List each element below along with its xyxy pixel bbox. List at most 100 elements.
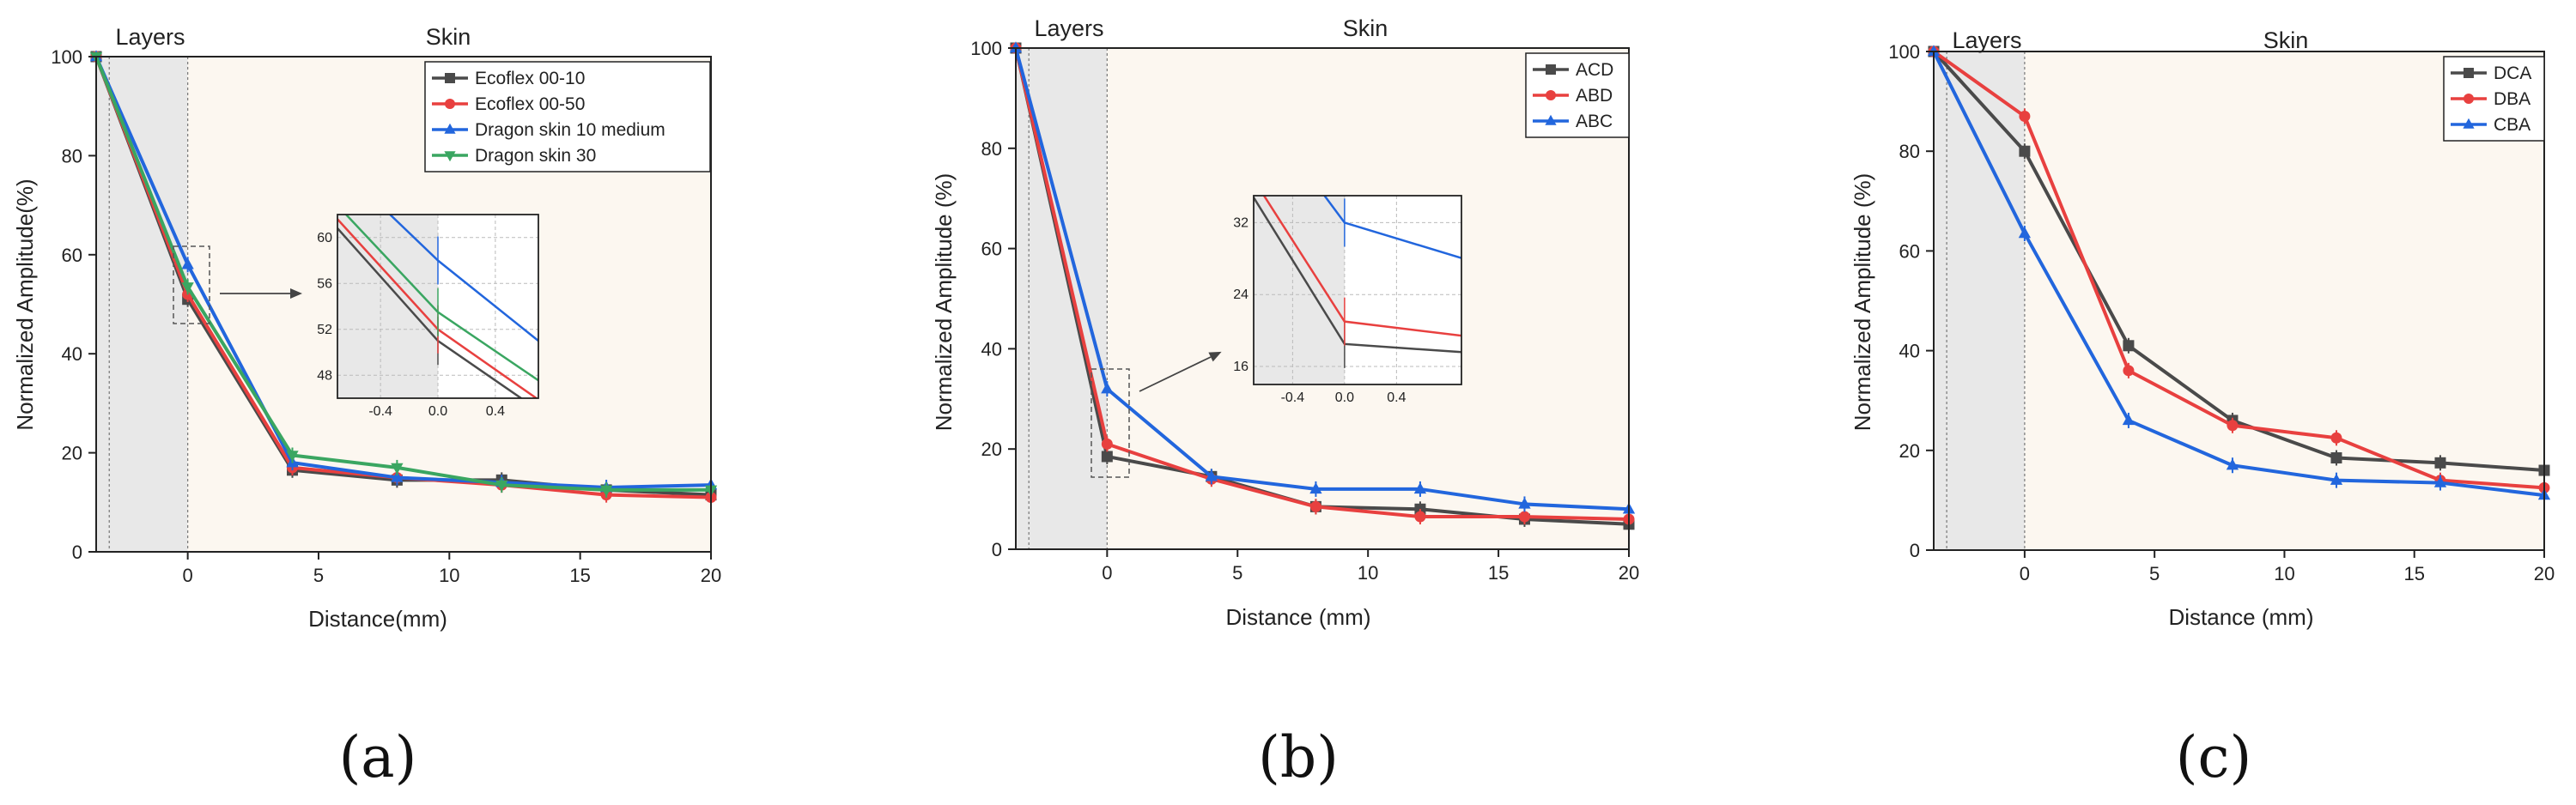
y-tick-label: 80: [981, 138, 1002, 160]
inset-y-tick-label: 52: [317, 323, 332, 337]
x-tick-label: 10: [1358, 562, 1378, 584]
legend-swatch-marker: [445, 99, 455, 109]
y-tick-label: 0: [72, 542, 82, 563]
y-tick-label: 40: [62, 343, 82, 365]
zoom-arrow-head: [290, 288, 302, 299]
chart-panel-b: Layers Skin 0 5 10 15 20 0 20 40 60 80 100 Distance (…: [931, 15, 1639, 790]
inset-x-tick-label: 0.4: [486, 404, 505, 419]
x-tick-label: 0: [183, 565, 193, 586]
layers-region: [1016, 48, 1108, 549]
x-tick-label: 0: [1102, 562, 1112, 584]
chart-panel-c: Layers Skin 0 5 10 15 20 0 20 40 60 80 100 Distance (…: [1850, 27, 2555, 790]
y-tick-label: 100: [970, 38, 1002, 59]
inset-layers-region: [1254, 196, 1345, 384]
layers-region: [1934, 51, 2025, 550]
inset-x-tick-label: -0.4: [1281, 390, 1305, 405]
x-tick-label: 20: [2534, 563, 2555, 584]
legend-label: Ecoflex 00-50: [475, 94, 585, 114]
legend-swatch-marker: [1546, 90, 1556, 100]
x-tick-label: 15: [569, 565, 590, 586]
legend-swatch-marker: [444, 151, 456, 162]
inset-x-tick-label: 0.4: [1387, 390, 1406, 405]
legend: ACD ABD ABC: [1525, 52, 1630, 138]
region-label-layers: Layers: [115, 24, 185, 50]
y-tick-label: 80: [62, 145, 82, 166]
inset-zoom: -0.4 0.0 0.4 16 24 32: [1091, 195, 1462, 478]
region-label-skin: Skin: [2263, 27, 2309, 53]
layers-region: [96, 57, 188, 552]
legend-label: ABC: [1576, 112, 1613, 131]
plot-frame: [1015, 47, 1630, 550]
inset-series-group: [1254, 196, 1461, 368]
y-tick-label: 60: [981, 239, 1002, 260]
y-axis-title: Normalized Amplitude(%): [12, 179, 38, 430]
legend-label: Ecoflex 00-10: [475, 69, 585, 88]
panel-label: (b): [1258, 724, 1339, 790]
x-tick-label: 20: [701, 565, 721, 586]
data-point: [1927, 45, 1941, 57]
inset-y-tick-label: 48: [317, 368, 332, 383]
zoom-region-box: [173, 245, 210, 324]
legend-swatch-marker: [2464, 94, 2474, 104]
x-tick-label: 5: [2149, 563, 2160, 584]
panel-label: (c): [2176, 724, 2251, 790]
legend-label: CBA: [2494, 115, 2530, 135]
legend-swatch-marker: [2463, 118, 2475, 129]
y-axis-title: Normalized Amplitude (%): [1850, 173, 1875, 432]
y-tick-label: 60: [62, 245, 82, 266]
zoom-arrow-line: [1139, 356, 1212, 392]
region-label-skin: Skin: [426, 24, 471, 50]
x-tick-label: 5: [1232, 562, 1242, 584]
inset-y-tick-label: 60: [317, 231, 332, 245]
x-axis-title: Distance(mm): [308, 606, 447, 632]
inset-x-tick-label: 0.0: [1335, 390, 1354, 405]
x-tick-label: 10: [2274, 563, 2294, 584]
inset-frame: [1253, 195, 1462, 385]
plot-frame: [95, 56, 712, 553]
legend-swatch-marker: [1545, 114, 1557, 125]
legend-swatch-marker: [1546, 64, 1556, 75]
zoom-region-box: [1091, 368, 1130, 478]
inset-y-tick-label: 16: [1233, 360, 1249, 374]
y-tick-label: 100: [51, 46, 82, 68]
y-tick-label: 0: [992, 539, 1002, 560]
y-axis-title: Normalized Amplitude (%): [931, 173, 957, 432]
inset-frame: [337, 214, 539, 399]
inset-x-tick-label: -0.4: [368, 404, 392, 419]
legend-swatch-marker: [445, 73, 455, 83]
region-label-skin: Skin: [1343, 15, 1388, 41]
legend-swatch-marker: [444, 123, 456, 134]
x-tick-label: 10: [439, 565, 459, 586]
inset-y-tick-label: 56: [317, 276, 332, 291]
y-tick-label: 20: [62, 443, 82, 464]
legend-label: Dragon skin 30: [475, 146, 596, 166]
legend-label: ACD: [1576, 60, 1613, 80]
inset-layers-region: [337, 215, 438, 398]
zoom-arrow-head: [1208, 351, 1222, 362]
y-tick-label: 40: [1899, 341, 1920, 362]
x-axis-title: Distance (mm): [2168, 604, 2313, 630]
x-tick-label: 20: [1619, 562, 1639, 584]
panel-label: (a): [339, 724, 417, 790]
legend-swatch-marker: [2464, 68, 2474, 78]
x-tick-label: 15: [2403, 563, 2424, 584]
x-axis-title: Distance (mm): [1225, 604, 1370, 630]
y-tick-label: 20: [981, 439, 1002, 460]
region-label-layers: Layers: [1952, 27, 2021, 53]
legend: DCA DBA CBA: [2443, 56, 2545, 142]
data-point: [1009, 41, 1023, 53]
legend: Ecoflex 00-10 Ecoflex 00-50 Dragon skin 10…: [424, 61, 711, 172]
x-tick-label: 0: [2020, 563, 2030, 584]
legend-box: [424, 61, 711, 172]
y-tick-label: 20: [1899, 440, 1920, 462]
region-label-layers: Layers: [1034, 15, 1103, 41]
legend-label: ABD: [1576, 86, 1613, 106]
inset-y-tick-label: 32: [1233, 215, 1249, 230]
legend-label: DBA: [2494, 89, 2530, 109]
y-tick-label: 0: [1910, 540, 1920, 561]
inset-y-tick-label: 24: [1233, 288, 1249, 302]
y-tick-label: 80: [1899, 141, 1920, 162]
y-tick-label: 100: [1888, 41, 1920, 63]
x-tick-label: 5: [313, 565, 324, 586]
